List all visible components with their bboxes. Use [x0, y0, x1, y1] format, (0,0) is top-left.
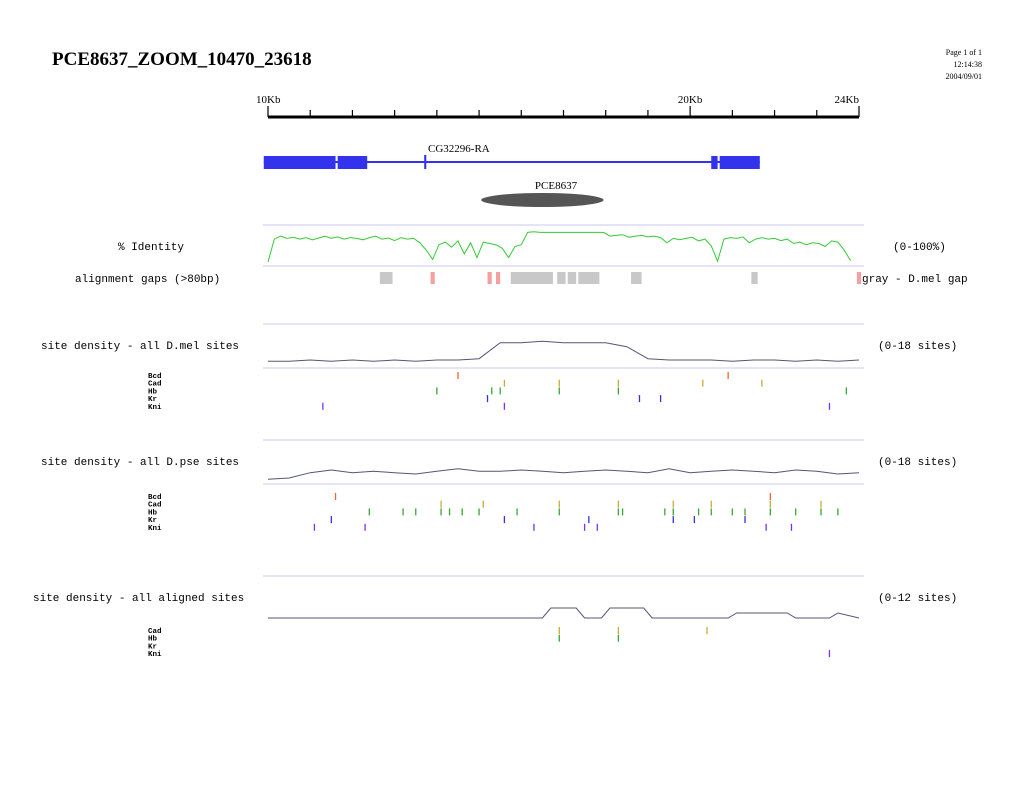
factor-label: Kr [148, 643, 157, 651]
alignment-gaps-track: alignment gaps (>80bp) gray - D.mel gap [75, 272, 968, 286]
factor-label: Hb [148, 388, 158, 396]
track-range: (0-18 sites) [878, 457, 957, 469]
aligned-density-track: site density - all aligned sites (0-12 s… [33, 575, 957, 659]
gap-dpse [487, 272, 492, 284]
density-line [268, 607, 860, 619]
gap-dmel [631, 272, 642, 284]
gap-dmel [379, 272, 393, 284]
page-title: PCE8637_ZOOM_10470_23618 [52, 49, 312, 70]
gap-dpse [856, 272, 862, 284]
identity-range: (0-100%) [893, 242, 946, 254]
gene-model: CG32296-RA [263, 143, 760, 169]
factor-label: Kr [148, 517, 157, 525]
density-line [268, 340, 860, 362]
ruler-tick-label: 24Kb [835, 94, 860, 106]
factor-label: Kni [148, 404, 162, 412]
factor-label: Cad [148, 381, 162, 389]
factor-label: Hb [148, 636, 158, 644]
dmel-density-track: site density - all D.mel sites (0-18 sit… [41, 323, 957, 412]
ruler-tick-label: 20Kb [678, 94, 703, 106]
element-label: PCE8637 [535, 180, 578, 192]
gene-label: CG32296-RA [428, 143, 490, 155]
factor-label: Hb [148, 509, 158, 517]
track-range: (0-12 sites) [878, 593, 957, 605]
factor-label: Kni [148, 525, 162, 533]
gaps-label: alignment gaps (>80bp) [75, 274, 220, 286]
gap-dpse [495, 272, 501, 284]
conserved-element: PCE8637 [481, 180, 604, 207]
track-range: (0-18 sites) [878, 341, 957, 353]
gene-exon [711, 156, 718, 169]
factor-label: Kni [148, 651, 162, 659]
element-ellipse [481, 193, 604, 207]
gap-dmel [751, 272, 758, 284]
page-count: Page 1 of 1 [946, 48, 982, 57]
factor-label: Bcd [148, 494, 162, 502]
gene-exon [719, 156, 760, 169]
identity-track: % Identity (0-100%) [118, 224, 946, 267]
identity-line [267, 231, 851, 263]
track-label: site density - all D.pse sites [41, 457, 239, 469]
track-label: site density - all D.mel sites [41, 341, 239, 353]
identity-label: % Identity [118, 242, 184, 254]
gap-dpse [430, 272, 435, 284]
gap-dmel [557, 272, 566, 284]
gap-dmel [510, 272, 553, 284]
gap-dmel [567, 272, 577, 284]
print-date: 2004/09/01 [946, 72, 982, 81]
gene-exon [263, 156, 336, 169]
factor-label: Bcd [148, 373, 162, 381]
density-line [267, 468, 860, 480]
scale-ruler: 10Kb 20Kb 24Kb [256, 94, 860, 119]
gene-exon [337, 156, 368, 169]
track-label: site density - all aligned sites [33, 593, 244, 605]
factor-label: Kr [148, 396, 157, 404]
factor-label: Cad [148, 502, 162, 510]
gaps-legend: gray - D.mel gap [862, 274, 968, 286]
gap-dmel [578, 272, 600, 284]
factor-label: Cad [148, 628, 162, 636]
dpse-density-track: site density - all D.pse sites (0-18 sit… [41, 439, 957, 533]
gene-exon [424, 155, 427, 169]
ruler-tick-label: 10Kb [256, 94, 281, 106]
print-time: 12:14:38 [954, 60, 982, 69]
